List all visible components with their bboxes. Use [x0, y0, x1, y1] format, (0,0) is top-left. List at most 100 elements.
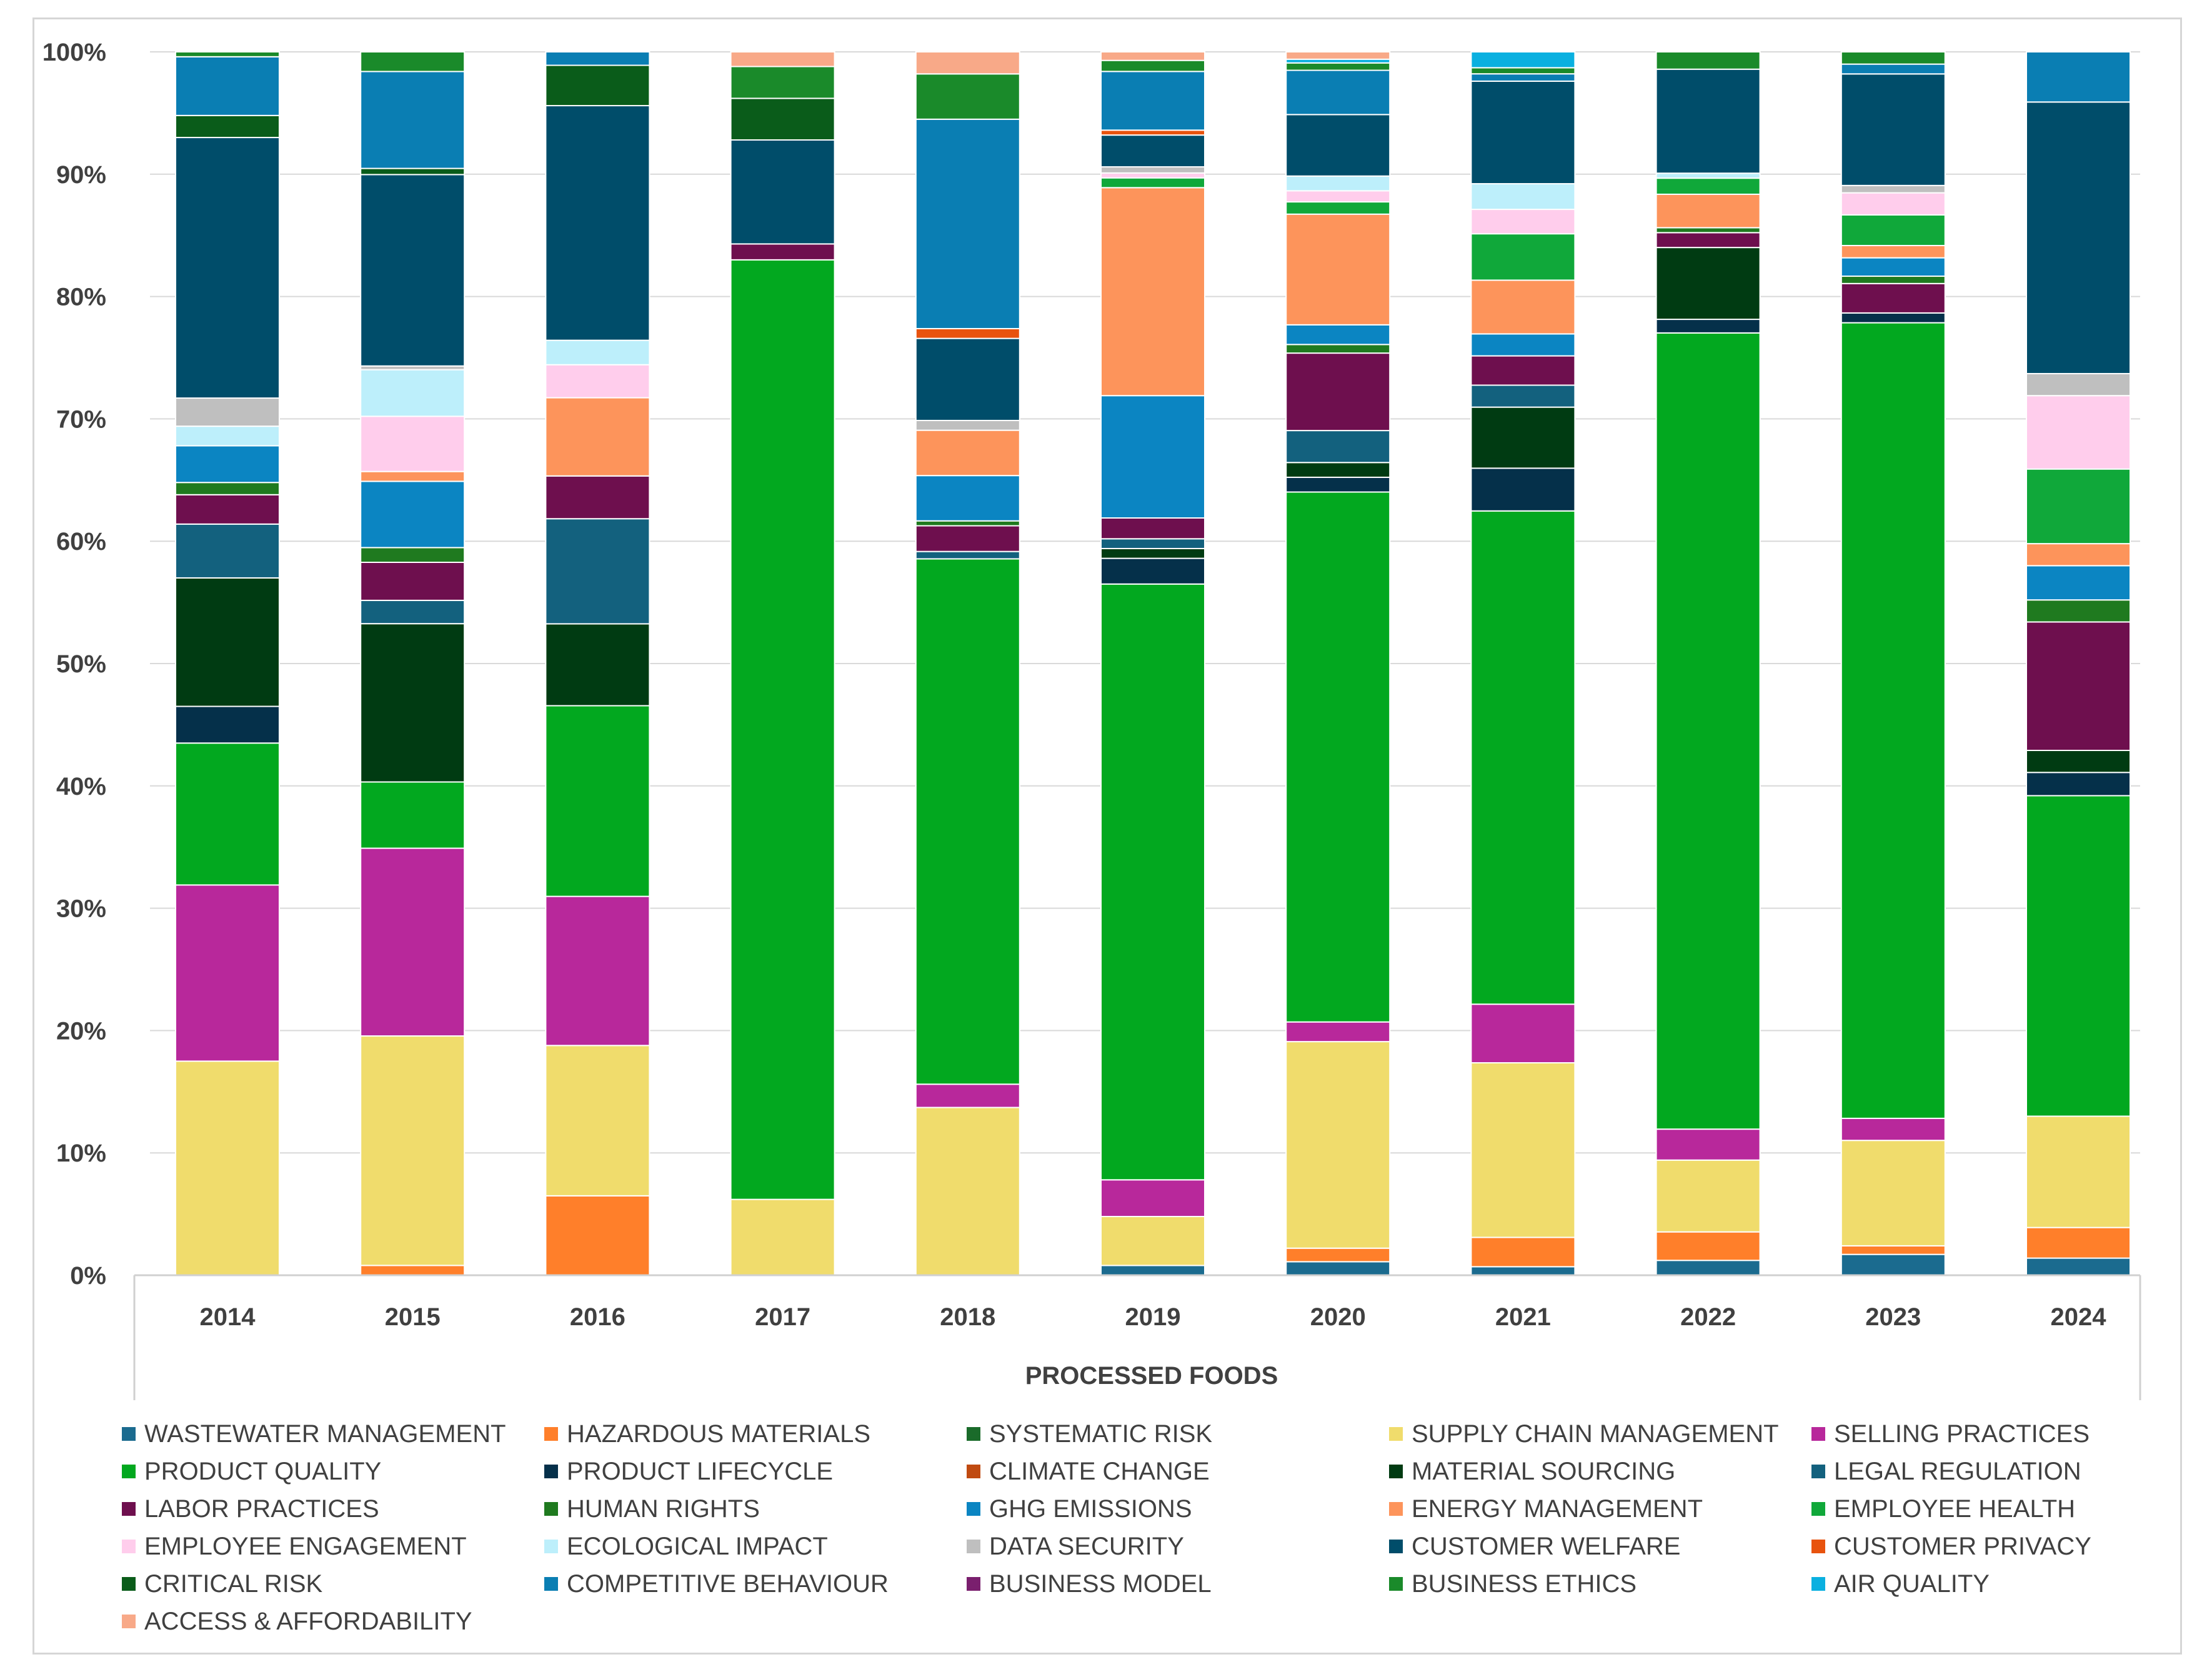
- legend-label: EMPLOYEE ENGAGEMENT: [144, 1532, 467, 1560]
- bar-segment: [545, 623, 650, 707]
- bar-segment: [1285, 344, 1391, 354]
- bar-segment: [1100, 166, 1205, 174]
- legend-swatch: [122, 1577, 136, 1591]
- bar-segment: [915, 73, 1020, 120]
- bar-segment: [1840, 1253, 1946, 1276]
- legend-label: GHG EMISSIONS: [989, 1495, 1192, 1523]
- bar-segment: [2026, 1257, 2131, 1276]
- x-tick-label: 2021: [1495, 1303, 1551, 1331]
- legend-item: EMPLOYEE HEALTH: [1811, 1494, 2212, 1524]
- bar-segment: [545, 1045, 650, 1197]
- legend-swatch: [967, 1465, 980, 1478]
- legend-item: WASTEWATER MANAGEMENT: [122, 1419, 544, 1449]
- x-axis-label: PROCESSED FOODS: [1025, 1362, 1278, 1390]
- bar-segment: [1840, 322, 1946, 1119]
- bar-stack-2022: [1655, 51, 1761, 1276]
- bar-segment: [1285, 62, 1391, 71]
- legend-item: CUSTOMER PRIVACY: [1811, 1531, 2212, 1561]
- bar-segment: [915, 337, 1020, 421]
- legend-label: CRITICAL RISK: [144, 1570, 323, 1598]
- bar-segment: [175, 884, 280, 1062]
- legend-swatch: [1811, 1465, 1825, 1478]
- bar-segment: [1285, 1247, 1391, 1263]
- legend-label: SELLING PRACTICES: [1834, 1420, 2090, 1448]
- y-tick-label: 20%: [56, 1017, 106, 1045]
- legend-item: SUPPLY CHAIN MANAGEMENT: [1389, 1419, 1811, 1449]
- bar-segment: [360, 416, 466, 472]
- bar-segment: [545, 364, 650, 399]
- bar-segment: [1470, 1062, 1576, 1238]
- legend-swatch: [1811, 1502, 1825, 1516]
- bar-segment: [2026, 599, 2131, 623]
- bar-segment: [1655, 193, 1761, 229]
- legend-swatch: [544, 1427, 558, 1441]
- bar-segment: [1285, 69, 1391, 116]
- legend-item: GHG EMISSIONS: [967, 1494, 1389, 1524]
- bar-segment: [360, 599, 466, 625]
- bar-segment: [175, 425, 280, 447]
- bar-segment: [915, 419, 1020, 431]
- bar-segment: [360, 480, 466, 549]
- bar-segment: [175, 523, 280, 579]
- bar-segment: [1840, 282, 1946, 314]
- x-tick-label: 2024: [2051, 1303, 2107, 1331]
- bar-segment: [1100, 1179, 1205, 1218]
- bar-segment: [730, 1198, 835, 1276]
- bar-segment: [2026, 51, 2131, 103]
- bar-segment: [1470, 406, 1576, 469]
- bar-segment: [1840, 244, 1946, 259]
- bar-segment: [175, 1060, 280, 1276]
- legend-swatch: [967, 1502, 980, 1516]
- bar-segment: [545, 105, 650, 341]
- x-tick-label: 2023: [1865, 1303, 1921, 1331]
- legend-item: ACCESS & AFFORDABILITY: [122, 1606, 544, 1636]
- bar-segment: [1655, 177, 1761, 195]
- y-tick-label: 100%: [42, 39, 106, 66]
- bar-stack-2023: [1840, 51, 1946, 1276]
- y-tick-label: 60%: [56, 528, 106, 555]
- bar-stack-2019: [1100, 51, 1205, 1276]
- legend-label: AIR QUALITY: [1834, 1570, 1990, 1598]
- bar-segment: [1100, 187, 1205, 397]
- legend-item: CRITICAL RISK: [122, 1569, 544, 1599]
- bar-segment: [545, 339, 650, 366]
- bar-segment: [360, 1035, 466, 1266]
- legend-label: SYSTEMATIC RISK: [989, 1420, 1213, 1448]
- y-tick-label: 40%: [56, 773, 106, 800]
- bar-segment: [730, 51, 835, 67]
- bar-segment: [1655, 232, 1761, 249]
- bar-segment: [1100, 71, 1205, 131]
- bar-segment: [915, 1107, 1020, 1276]
- bar-segment: [360, 781, 466, 849]
- bar-stack-2017: [730, 51, 835, 1276]
- bar-segment: [915, 327, 1020, 339]
- y-tick-label: 30%: [56, 895, 106, 923]
- legend-label: PRODUCT QUALITY: [144, 1457, 382, 1485]
- bar-segment: [1100, 583, 1205, 1181]
- legend-label: COMPETITIVE BEHAVIOUR: [567, 1570, 889, 1598]
- bar-segment: [1100, 538, 1205, 549]
- legend-label: ENERGY MANAGEMENT: [1412, 1495, 1703, 1523]
- bar-segment: [1100, 395, 1205, 519]
- legend-item: ENERGY MANAGEMENT: [1389, 1494, 1811, 1524]
- legend-item: CLIMATE CHANGE: [967, 1456, 1389, 1486]
- bar-segment: [915, 558, 1020, 1085]
- bar-segment: [545, 705, 650, 897]
- bar-segment: [1470, 510, 1576, 1005]
- bar-segment: [1285, 51, 1391, 60]
- bar-stack-2021: [1470, 51, 1576, 1276]
- x-tick-label: 2014: [200, 1303, 256, 1331]
- bar-segment: [1840, 312, 1946, 324]
- bar-segment: [1470, 80, 1576, 185]
- bar-stack-2014: [175, 51, 280, 1276]
- legend-label: CUSTOMER WELFARE: [1412, 1532, 1681, 1560]
- bar-segment: [2026, 372, 2131, 397]
- bar-segment: [1100, 51, 1205, 61]
- legend-item: BUSINESS ETHICS: [1389, 1569, 1811, 1599]
- legend-label: HAZARDOUS MATERIALS: [567, 1420, 870, 1448]
- bar-segment: [175, 742, 280, 886]
- x-tick-label: 2018: [940, 1303, 995, 1331]
- bar-segment: [1470, 51, 1576, 69]
- bar-segment: [915, 51, 1020, 75]
- bar-segment: [1285, 491, 1391, 1023]
